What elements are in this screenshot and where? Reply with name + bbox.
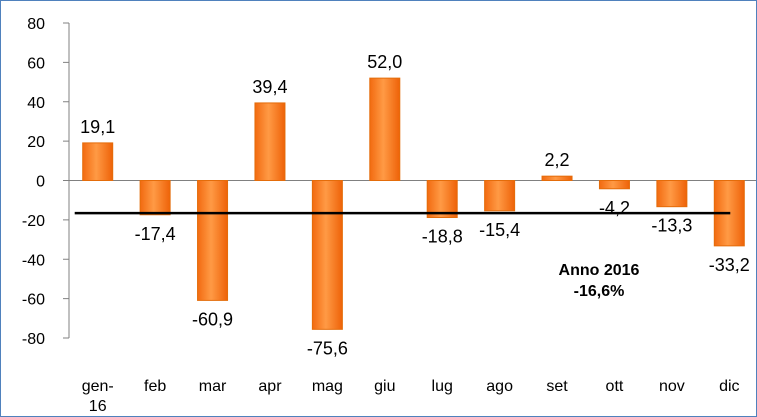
x-tick-label-ago: ago — [486, 378, 513, 395]
bar-feb — [139, 180, 171, 216]
x-tick-label-lug: lug — [432, 378, 453, 395]
x-tick-label-mag: mag — [312, 378, 343, 395]
annotation: Anno 2016 -16,6% — [559, 262, 640, 300]
data-label-mar: -60,9 — [192, 309, 233, 329]
y-tick-label: -60 — [22, 292, 45, 309]
bar-mag — [311, 180, 343, 330]
data-label-gen-16: 19,1 — [80, 117, 115, 137]
bar-apr — [254, 102, 286, 181]
data-label-giu: 52,0 — [367, 52, 402, 72]
x-tick-label-feb: feb — [144, 378, 166, 395]
y-tick-label: 80 — [27, 16, 45, 33]
x-tick-label-mar: mar — [199, 378, 227, 395]
data-label-ago: -15,4 — [479, 220, 520, 240]
data-label-mag: -75,6 — [307, 338, 348, 358]
data-label-dic: -33,2 — [709, 255, 750, 275]
y-tick-label: -20 — [22, 213, 45, 230]
bars — [82, 77, 745, 330]
data-label-set: 2,2 — [545, 150, 570, 170]
data-label-feb: -17,4 — [135, 224, 176, 244]
bar-lug — [426, 180, 458, 219]
data-label-nov: -13,3 — [651, 216, 692, 236]
bar-ott — [598, 180, 630, 190]
y-tick-label: -40 — [22, 252, 45, 269]
y-tick-label: -80 — [22, 331, 45, 348]
data-label-ott: -4,2 — [599, 198, 630, 218]
bar-mar — [197, 180, 229, 301]
data-label-lug: -18,8 — [422, 227, 463, 247]
y-tick-label: 40 — [27, 95, 45, 112]
x-tick-label-gen-16: gen-16 — [82, 378, 114, 415]
y-tick-label: 0 — [36, 174, 45, 191]
x-tick-label-giu: giu — [374, 378, 395, 395]
x-tick-label-apr: apr — [258, 378, 282, 395]
x-tick-label-nov: nov — [659, 378, 685, 395]
labels: 19,1 gen-16 -17,4 feb -60,9 mar 39,4 apr -75,6 ma… — [80, 52, 750, 415]
y-tick-label: 20 — [27, 134, 45, 151]
x-tick-label-ott: ott — [606, 378, 624, 395]
bar-gen-16 — [82, 142, 114, 182]
bar-ago — [484, 180, 516, 212]
bar-giu — [369, 77, 401, 181]
bar-set — [541, 175, 573, 181]
x-tick-label-set: set — [546, 378, 568, 395]
bar-nov — [656, 180, 688, 208]
x-tick-label-dic: dic — [719, 378, 739, 395]
annotation-line-2: -16,6% — [574, 283, 625, 300]
y-tick-label: 60 — [27, 55, 45, 72]
axes: 80 60 40 20 0 -20 -40 -60 -80 — [22, 16, 756, 348]
data-label-apr: 39,4 — [252, 77, 287, 97]
annotation-line-1: Anno 2016 — [559, 262, 640, 279]
